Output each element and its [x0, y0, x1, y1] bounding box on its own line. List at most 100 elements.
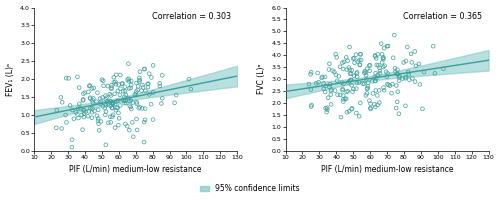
Point — [406, 78, 413, 81]
Point — [353, 71, 361, 74]
Point — [370, 75, 378, 78]
Point — [364, 87, 372, 90]
Point — [78, 113, 86, 117]
Point — [379, 65, 387, 69]
X-axis label: PIF (L/min) medium-low resistance: PIF (L/min) medium-low resistance — [321, 165, 454, 174]
Point — [74, 107, 82, 110]
Point — [62, 77, 70, 80]
Point — [362, 94, 370, 97]
Point — [134, 88, 141, 91]
Point — [356, 58, 364, 62]
Point — [104, 103, 112, 106]
Point — [318, 75, 326, 78]
Point — [346, 45, 354, 49]
Point — [158, 102, 166, 105]
Point — [402, 76, 409, 79]
Point — [332, 73, 340, 76]
Point — [100, 107, 108, 110]
Point — [376, 66, 384, 69]
Point — [349, 57, 357, 60]
Point — [127, 84, 135, 87]
Point — [384, 83, 392, 86]
Point — [346, 72, 354, 75]
Point — [336, 93, 344, 96]
Point — [95, 129, 103, 132]
Point — [130, 135, 138, 138]
Point — [402, 59, 410, 63]
Point — [372, 72, 380, 75]
Point — [402, 104, 409, 107]
Point — [394, 90, 402, 93]
Point — [58, 101, 66, 104]
Point — [307, 88, 315, 91]
Point — [74, 116, 82, 120]
Point — [115, 117, 123, 120]
Point — [112, 73, 120, 76]
Point — [380, 56, 388, 59]
Point — [86, 84, 94, 87]
Point — [111, 126, 119, 129]
Point — [390, 34, 398, 37]
Point — [379, 56, 387, 60]
Point — [372, 105, 380, 109]
Point — [392, 70, 400, 73]
Point — [362, 78, 370, 81]
Point — [107, 100, 115, 103]
Point — [333, 79, 341, 82]
Text: Correlation = 0.365: Correlation = 0.365 — [404, 12, 482, 21]
Point — [127, 79, 135, 83]
Point — [97, 100, 105, 103]
Point — [93, 114, 101, 117]
Point — [86, 97, 94, 100]
Point — [107, 94, 115, 97]
Point — [102, 104, 110, 107]
Point — [348, 84, 356, 87]
Point — [128, 101, 136, 104]
Point — [321, 90, 329, 93]
Point — [411, 50, 419, 53]
Point — [147, 103, 155, 106]
Point — [405, 73, 413, 76]
Point — [106, 93, 114, 96]
Point — [156, 82, 164, 85]
Point — [338, 61, 346, 64]
Point — [110, 76, 118, 79]
Point — [78, 128, 86, 131]
Point — [136, 80, 143, 83]
Point — [76, 107, 84, 110]
Point — [344, 81, 352, 84]
Point — [148, 76, 156, 79]
Point — [139, 86, 147, 89]
Point — [86, 84, 94, 88]
Point — [108, 86, 116, 89]
Point — [126, 129, 134, 132]
Point — [106, 99, 114, 103]
Point — [104, 85, 112, 88]
Point — [133, 128, 141, 132]
Point — [412, 64, 420, 67]
Point — [114, 111, 122, 114]
Point — [323, 106, 331, 109]
Point — [393, 100, 401, 103]
Point — [128, 121, 136, 124]
Point — [368, 80, 376, 83]
Point — [136, 105, 144, 109]
Point — [345, 110, 353, 113]
Point — [68, 138, 76, 141]
Point — [384, 44, 392, 48]
Point — [372, 57, 380, 60]
Point — [149, 64, 157, 67]
Point — [116, 87, 124, 90]
Point — [382, 70, 390, 73]
Point — [106, 104, 114, 107]
Point — [321, 75, 329, 78]
Point — [374, 94, 382, 97]
Point — [367, 107, 375, 111]
Point — [378, 53, 386, 56]
Point — [149, 91, 157, 94]
Point — [356, 63, 364, 66]
Point — [314, 81, 322, 84]
Point — [86, 96, 94, 99]
Point — [112, 83, 120, 86]
Point — [120, 101, 128, 105]
